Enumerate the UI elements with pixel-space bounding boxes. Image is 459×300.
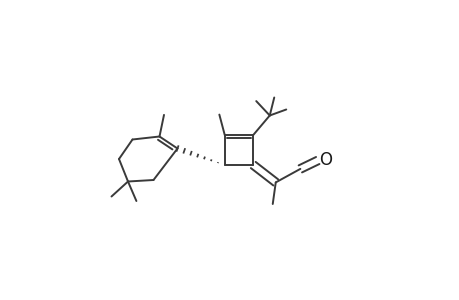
Text: O: O <box>319 151 332 169</box>
